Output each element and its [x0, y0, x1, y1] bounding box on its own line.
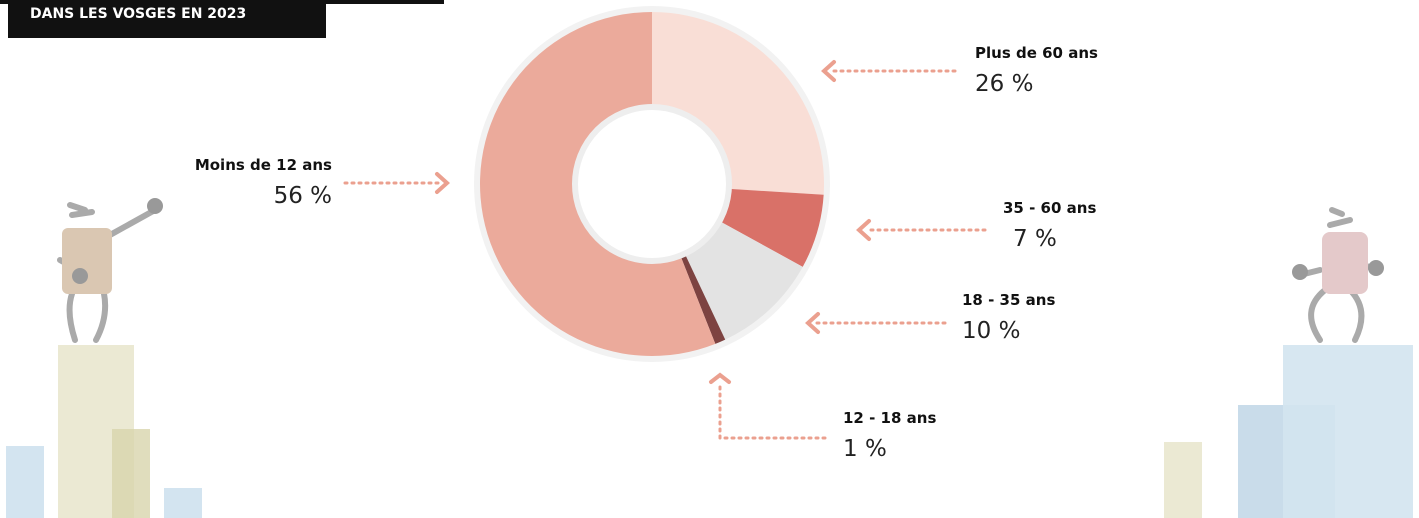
donut-segment [480, 12, 716, 356]
leader-arrowhead [805, 312, 820, 334]
category-label: 35 - 60 ans [1003, 199, 1096, 217]
value-label: 56 % [274, 183, 332, 209]
value-label: 26 % [975, 71, 1033, 97]
leader-arrowhead [709, 372, 731, 384]
donut-segment [652, 12, 824, 195]
value-label: 7 % [1013, 226, 1057, 252]
donut-segment [684, 220, 803, 340]
leader-dots [718, 383, 827, 440]
category-label: 12 - 18 ans [843, 409, 936, 427]
donut-segment [718, 188, 824, 267]
category-label: Moins de 12 ans [195, 156, 332, 174]
value-label: 1 % [843, 436, 887, 462]
category-label: 18 - 35 ans [962, 291, 1055, 309]
leader-arrowhead [821, 60, 836, 82]
donut-hole [580, 112, 724, 256]
donut-segment [679, 252, 726, 344]
category-label: Plus de 60 ans [975, 44, 1098, 62]
leader-arrowhead [435, 172, 450, 194]
value-label: 10 % [962, 318, 1020, 344]
leader-arrowhead [856, 219, 871, 241]
chart-title: DANS LES VOSGES EN 2023 [30, 6, 246, 22]
